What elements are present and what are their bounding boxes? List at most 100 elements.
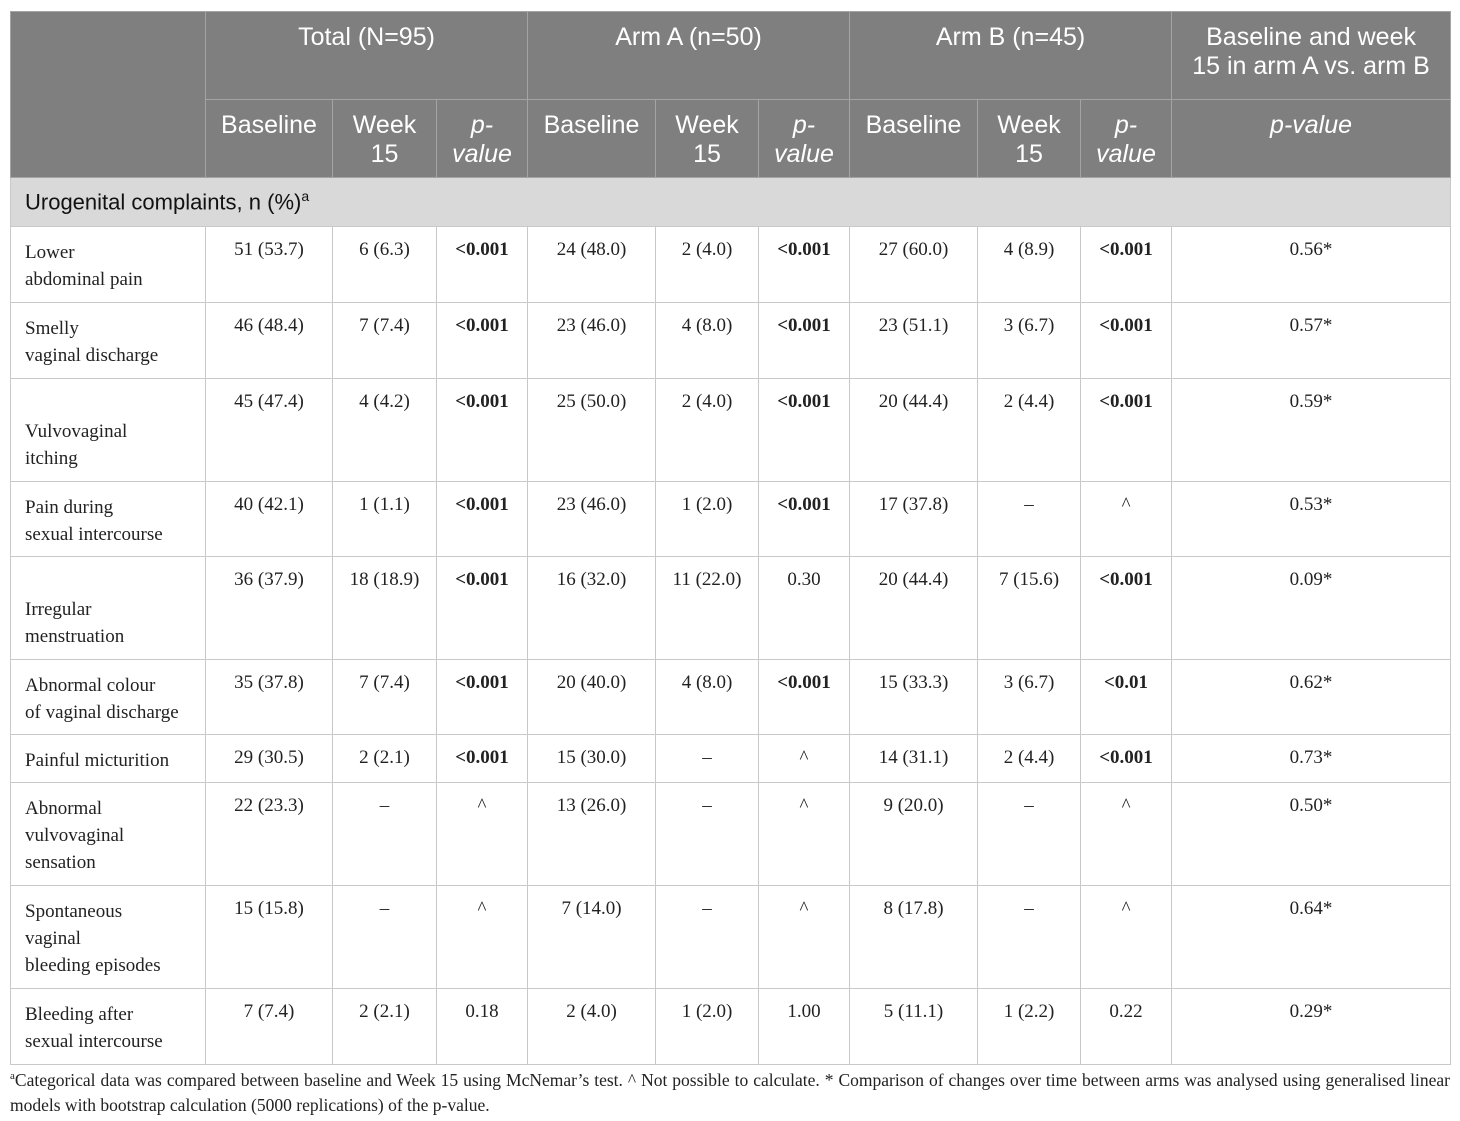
table-cell: 0.22 [1080, 988, 1173, 1065]
table-cell: 0.62* [1171, 659, 1452, 735]
row-label-line: Abnormal [25, 798, 103, 819]
table-cell: <0.001 [1080, 378, 1173, 482]
header-week15: Week 15 [977, 99, 1082, 178]
table-cell: 7 (7.4) [205, 988, 333, 1065]
table-cell: 2 (2.1) [332, 988, 437, 1065]
table-row: Bleeding after sexual intercourse 7 (7.4) 2… [10, 988, 1452, 1065]
table-cell: 45 (47.4) [205, 378, 333, 482]
table-cell: 3 (6.7) [977, 302, 1082, 379]
table-cell: 40 (42.1) [205, 481, 333, 557]
table-container: Total (N=95) Arm A (n=50) Arm B (n=45) B… [9, 11, 1452, 1065]
table-cell: 25 (50.0) [527, 378, 657, 482]
table-cell: 2 (4.0) [655, 226, 760, 303]
section-row: Urogenital complaints, n (%)a [9, 177, 1452, 227]
header-p-value: p-value [435, 99, 529, 178]
table-cell: 16 (32.0) [527, 556, 657, 660]
table-cell: 6 (6.3) [332, 226, 437, 303]
table-cell: <0.001 [1080, 302, 1173, 379]
row-label-line: Smelly [25, 318, 79, 339]
table-cell: 7 (7.4) [332, 302, 437, 379]
row-label: Abnormal colour of vaginal discharge [10, 659, 206, 735]
table-cell: 1 (2.2) [977, 988, 1082, 1065]
table-cell: 4 (8.9) [977, 226, 1082, 303]
table-cell: 0.53* [1171, 481, 1452, 557]
row-label: Lower abdominal pain [10, 226, 206, 303]
table-cell: 14 (31.1) [849, 734, 979, 783]
table-cell: 0.73* [1171, 734, 1452, 783]
table-cell: 20 (44.4) [849, 378, 979, 482]
row-label-line: of vaginal discharge [25, 702, 179, 723]
header-row-sub: Baseline Week 15 p-value Baseline Week 15 … [11, 99, 1452, 178]
table-cell: – [332, 782, 437, 886]
table-cell: – [655, 782, 760, 886]
row-label-line: vulvovaginal [25, 825, 125, 846]
table-cell: 0.50* [1171, 782, 1452, 886]
table-cell: ^ [758, 885, 851, 989]
row-label-line: Irregular [25, 599, 92, 620]
table-cell: <0.001 [435, 481, 529, 557]
table-cell: ^ [435, 885, 529, 989]
header-comparison-p-value: p-value [1171, 99, 1452, 178]
table-cell: <0.001 [758, 302, 851, 379]
row-label-line: Bleeding after [25, 1004, 134, 1025]
table-cell: <0.001 [1080, 734, 1173, 783]
table-row: Abnormal vulvovaginal sensation 22 (23.3) – ^… [10, 782, 1452, 886]
table-cell: 3 (6.7) [977, 659, 1082, 735]
row-label: Abnormal vulvovaginal sensation [10, 782, 206, 886]
header-baseline: Baseline [527, 99, 657, 178]
footnote-text: Categorical data was compared between ba… [10, 1069, 1450, 1115]
table-cell: 0.59* [1171, 378, 1452, 482]
table-cell: <0.001 [758, 481, 851, 557]
table-cell: 0.09* [1171, 556, 1452, 660]
table-cell: 2 (2.1) [332, 734, 437, 783]
row-label-line: sexual intercourse [25, 524, 163, 545]
table-cell: 2 (4.4) [977, 378, 1082, 482]
row-label: Painful micturition [10, 734, 206, 783]
row-label-line [25, 391, 195, 418]
header-group-total: Total (N=95) [204, 11, 529, 100]
header-week15: Week 15 [655, 99, 760, 178]
table-cell: 51 (53.7) [205, 226, 333, 303]
table-cell: 23 (46.0) [527, 481, 657, 557]
table-row: Vulvovaginal itching 45 (47.4) 4 (4.2) <0.00… [10, 378, 1452, 482]
table-row: Pain during sexual intercourse 40 (42.1) 1 … [10, 481, 1452, 557]
table-cell: 2 (4.4) [977, 734, 1082, 783]
row-label: Smelly vaginal discharge [10, 302, 206, 379]
table-cell: 17 (37.8) [849, 481, 979, 557]
table-cell: – [977, 885, 1082, 989]
complaints-table: Total (N=95) Arm A (n=50) Arm B (n=45) B… [9, 11, 1452, 1065]
header-comparison-line2: 15 in arm A vs. arm B [1192, 52, 1430, 80]
table-cell: <0.001 [1080, 226, 1173, 303]
table-cell: 4 (4.2) [332, 378, 437, 482]
table-row: Lower abdominal pain 51 (53.7) 6 (6.3) <0.00… [10, 226, 1452, 303]
header-empty-cell [10, 11, 206, 178]
table-row: Painful micturition 29 (30.5) 2 (2.1) <0.00… [10, 734, 1452, 783]
table-cell: 15 (15.8) [205, 885, 333, 989]
table-cell: 36 (37.9) [205, 556, 333, 660]
row-label: Irregular menstruation [10, 556, 206, 660]
table-row: Smelly vaginal discharge 46 (48.4) 7 (7.4) <… [10, 302, 1452, 379]
table-cell: 18 (18.9) [332, 556, 437, 660]
row-label-line: sexual intercourse [25, 1031, 163, 1052]
table-cell: 23 (46.0) [527, 302, 657, 379]
section-label: Urogenital complaints, n (%)a [9, 177, 1452, 227]
header-group-comparison: Baseline and week 15 in arm A vs. arm B [1171, 11, 1452, 100]
table-cell: ^ [758, 782, 851, 886]
table-cell: 0.57* [1171, 302, 1452, 379]
row-label-line: itching [25, 448, 78, 469]
table-footnote: aCategorical data was compared between b… [10, 1064, 1450, 1118]
table-cell: <0.001 [435, 226, 529, 303]
table-cell: ^ [1080, 782, 1173, 886]
table-cell: <0.001 [435, 556, 529, 660]
table-cell: 1 (1.1) [332, 481, 437, 557]
row-label-line: Vulvovaginal [25, 421, 128, 442]
row-label-line: bleeding episodes [25, 955, 161, 976]
table-cell: 22 (23.3) [205, 782, 333, 886]
table-cell: 8 (17.8) [849, 885, 979, 989]
table-cell: <0.001 [435, 734, 529, 783]
row-label-line: Abnormal colour [25, 675, 156, 696]
table-cell: 29 (30.5) [205, 734, 333, 783]
table-cell: 1 (2.0) [655, 481, 760, 557]
table-cell: 15 (30.0) [527, 734, 657, 783]
table-cell: – [977, 481, 1082, 557]
